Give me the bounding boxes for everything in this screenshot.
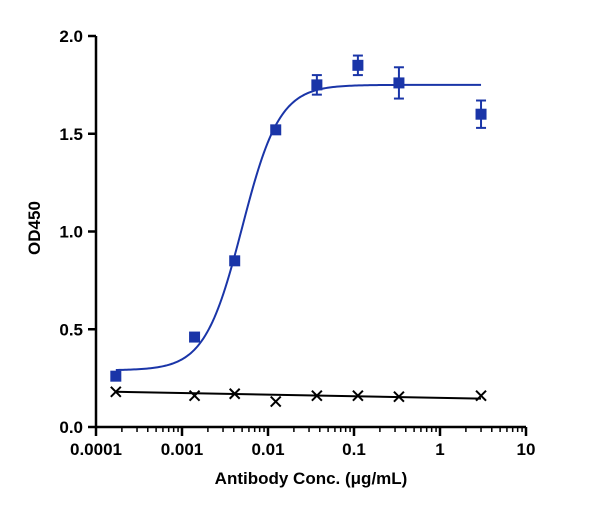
data-point-square (475, 108, 487, 120)
x-tick-label: 10 (517, 440, 536, 459)
x-tick-label: 0.0001 (70, 440, 122, 459)
y-tick-label: 1.0 (59, 223, 83, 242)
data-point-x (188, 390, 201, 402)
x-tick-label: 0.01 (251, 440, 284, 459)
series-layer (110, 54, 487, 408)
x-tick-label: 0.1 (342, 440, 366, 459)
data-point-square (311, 79, 323, 91)
y-ticks: 0.0 0.5 1.0 1.5 2.0 (59, 27, 96, 437)
y-tick-label: 1.5 (59, 125, 83, 144)
x-ticks: 0.0001 0.001 0.01 0.1 1 10 (70, 427, 535, 459)
y-tick-label: 0.0 (59, 418, 83, 437)
data-point-x (311, 390, 323, 402)
y-axis-title: OD450 (25, 201, 44, 255)
x-tick-label: 1 (435, 440, 444, 459)
y-tick-label: 0.5 (59, 320, 83, 339)
series-1 (110, 54, 487, 382)
data-point-square (229, 255, 241, 267)
data-point-x (270, 395, 282, 408)
x-axis-title: Antibody Conc. (μg/mL) (215, 469, 408, 488)
data-point-square (393, 77, 405, 89)
data-point-x (110, 386, 122, 398)
data-point-square (270, 124, 282, 136)
data-point-x (228, 388, 241, 400)
data-point-x (393, 390, 405, 403)
data-point-square (110, 370, 122, 382)
data-point-square (189, 331, 201, 343)
data-point-square (352, 59, 364, 71)
data-point-x (475, 390, 487, 402)
fit-curve (115, 83, 482, 371)
data-point-x (352, 390, 364, 402)
series-2 (110, 386, 487, 408)
y-tick-label: 2.0 (59, 27, 83, 46)
x-tick-label: 0.001 (161, 440, 204, 459)
fit-line (115, 390, 482, 400)
